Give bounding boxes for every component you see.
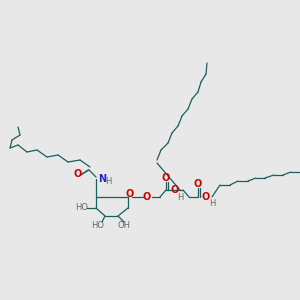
Text: O: O (171, 185, 179, 195)
Text: O: O (202, 192, 210, 202)
Text: HO: HO (92, 221, 104, 230)
Text: N: N (98, 174, 106, 184)
Text: OH: OH (118, 221, 130, 230)
Text: O: O (126, 189, 134, 199)
Text: H: H (209, 200, 215, 208)
Text: O: O (162, 173, 170, 183)
Text: H: H (177, 193, 183, 202)
Text: O: O (194, 179, 202, 189)
Text: O: O (143, 192, 151, 202)
Text: H: H (105, 176, 111, 185)
Text: O: O (74, 169, 82, 179)
Text: HO: HO (76, 203, 88, 212)
